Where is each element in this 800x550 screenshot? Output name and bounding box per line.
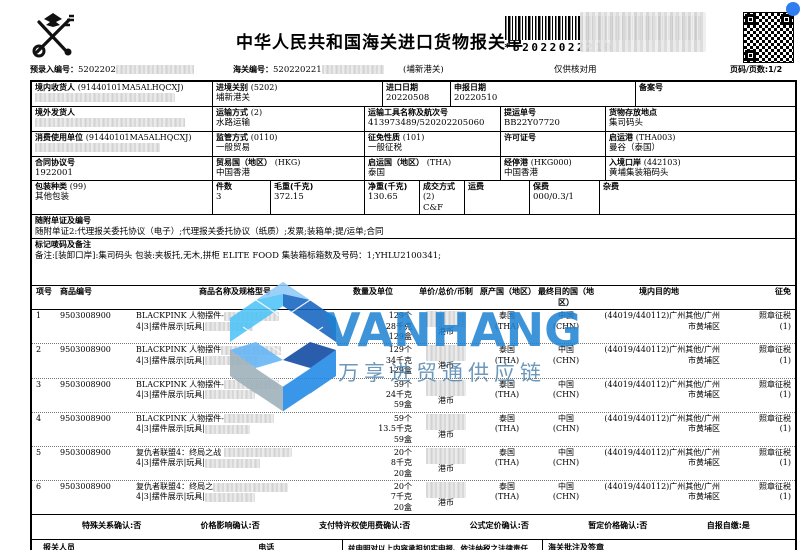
field-net-weight: 净重(千克) 130.65 bbox=[364, 181, 419, 215]
field-attached-docs: 随附单证及编号 随附单证2:代理报关委托协议（电子）;代理报关委托协议（纸质）;… bbox=[32, 214, 795, 238]
field-levy-nature: 征免性质 (101) 一般征税 bbox=[364, 132, 500, 156]
field-shipper: 境外发货人 bbox=[32, 107, 212, 131]
goods-row: 3 9503008900 BLACKPINK 人物摆件- 4|3|摆件展示|玩具|… bbox=[32, 377, 795, 412]
field-license: 许可证号 bbox=[500, 132, 605, 156]
blue-dot-icon bbox=[786, 2, 800, 16]
field-entry-customs: 进境关别 (5202) 埔新港关 bbox=[212, 82, 382, 106]
id-strip: 预录入编号：5202202 海关编号：520220221 (埔新港关) 仅供核对… bbox=[30, 65, 795, 78]
field-gross-weight: 毛重(千克) 372.15 bbox=[270, 181, 364, 215]
goods-table-header: 项号 商品编号 商品名称及规格型号 数量及单位 单价/总价/币制 原产国（地区）… bbox=[32, 286, 795, 311]
goods-row: 6 9503008900 复仇者联盟4：终局之 4|3|摆件展示|玩具| 20个 7… bbox=[32, 480, 795, 514]
field-freight: 运费 bbox=[464, 181, 529, 215]
confirm-item: 公式定价确认:否 bbox=[469, 521, 529, 531]
confirm-item: 特殊关系确认:否 bbox=[82, 521, 142, 531]
field-import-date: 进口日期 20220508 bbox=[382, 82, 450, 106]
footer-section: 报关人员 报关人员证号52104578 电话 申报单位 (91440116755… bbox=[32, 539, 795, 550]
confirm-item: 价格影响确认:否 bbox=[200, 521, 260, 531]
field-departure-country: 启运国（地区） (THA) 泰国 bbox=[364, 157, 500, 181]
field-vessel: 运输工具名称及航次号 413973489/520202205060 bbox=[364, 107, 500, 131]
confirm-item: 支付特许权使用费确认:否 bbox=[319, 521, 411, 531]
field-declare-date: 申报日期 20220510 bbox=[450, 82, 635, 106]
page-title: 中华人民共和国海关进口货物报关单 bbox=[236, 33, 524, 53]
field-consignee: 境内收货人 (91440101MA5ALHQCXJ) bbox=[32, 82, 212, 106]
redacted-blur bbox=[580, 12, 706, 52]
customs-number: 海关编号：520220221 bbox=[233, 65, 384, 76]
confirm-item: 暂定价格确认:否 bbox=[588, 521, 648, 531]
field-insurance: 保费 000/0.3/1 bbox=[529, 181, 599, 215]
field-supervision: 监管方式 (0110) 一般贸易 bbox=[212, 132, 364, 156]
confirmation-row: 特殊关系确认:否 价格影响确认:否 支付特许权使用费确认:否 公式定价确认:否 … bbox=[32, 514, 795, 539]
field-pieces: 件数 3 bbox=[212, 181, 270, 215]
goods-table: 项号 商品编号 商品名称及规格型号 数量及单位 单价/总价/币制 原产国（地区）… bbox=[32, 285, 795, 514]
customs-emblem-icon bbox=[32, 13, 74, 58]
goods-row: 1 9503008900 BLACKPINK 人物摆件- 4|3|摆件展示|玩具|… bbox=[36, 311, 791, 341]
qr-code-icon bbox=[743, 12, 794, 63]
field-terms: 成交方式 (2) C&F bbox=[419, 181, 464, 215]
field-transit-port: 经停港 (HKG000) 中国香港 bbox=[500, 157, 605, 181]
declarant-block: 报关人员 报关人员证号52104578 电话 申报单位 (91440116755… bbox=[43, 543, 275, 550]
port-note: (埔新港关) bbox=[403, 65, 444, 75]
declaration-statement: 兹申明对以上内容承担如实申报、依法纳税之法律责任 申报单位（签章） bbox=[342, 540, 542, 550]
field-consumer-unit: 消费使用单位 (91440101MA5ALHQCXJ) bbox=[32, 132, 212, 156]
field-trade-country: 贸易国（地区） (HKG) 中国香港 bbox=[212, 157, 364, 181]
declaration-form: 境内收货人 (91440101MA5ALHQCXJ) 进境关别 (5202) 埔… bbox=[30, 80, 797, 550]
field-record-no: 备案号 bbox=[635, 82, 795, 106]
verify-note: 仅供核对用 bbox=[554, 65, 597, 75]
field-bl-no: 提运单号 BB22Y07720 bbox=[500, 107, 605, 131]
field-misc-fee: 杂费 bbox=[599, 181, 795, 215]
field-contract: 合同协议号 1922001 bbox=[35, 158, 75, 179]
goods-row: 5 9503008900 复仇者联盟4：终局之战 4|3|摆件展示|玩具| 20… bbox=[32, 445, 795, 480]
confirm-item: 自报自缴:是 bbox=[706, 521, 750, 531]
field-transport-mode: 运输方式 (2) 水路运输 bbox=[212, 107, 364, 131]
field-packing: 包装种类 (99) 其他包装 bbox=[35, 182, 87, 203]
customs-endorsement: 海关批注及签章 bbox=[542, 540, 795, 550]
goods-row: 4 9503008900 BLACKPINK 人物摆件- 4|3|摆件展示|玩具|… bbox=[32, 411, 795, 446]
field-storage: 货物存放地点 集司码头 bbox=[605, 107, 795, 131]
pre-entry-number: 预录入编号：5202202 bbox=[30, 65, 194, 76]
field-marks-notes: 标记唛码及备注 备注:[装卸口岸]:集司码头 包装:夹板托,无木,拼柜 ELIT… bbox=[32, 238, 795, 285]
goods-row: 2 9503008900 BLACKPINK 人物摆件 4|3|摆件展示|玩具| … bbox=[32, 343, 795, 377]
field-entry-port: 入境口岸 (442103) 黄埔集装箱码头 bbox=[605, 157, 795, 181]
page-number: 页码/页数:1/2 bbox=[730, 65, 783, 74]
field-departure-port: 启运港 (THA003) 曼谷（泰国） bbox=[605, 132, 795, 156]
